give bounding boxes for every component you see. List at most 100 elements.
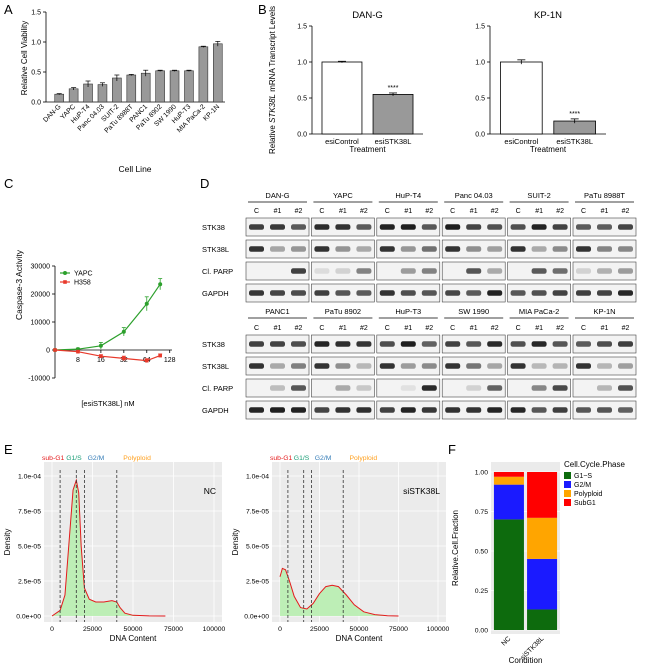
panel-d-band [270,224,285,230]
panel-d-blot-box [572,261,637,281]
panel-d-lane-label: C [254,325,259,332]
panel-b-x-axis-label: Treatment [530,145,567,154]
panel-d-lane-label: #2 [622,208,630,215]
panel-d-band [356,268,372,274]
panel-a-y-tick-label: 1.0 [31,40,41,47]
panel-d-row-label: STK38 [202,340,225,349]
panel-d-band [466,268,482,274]
panel-d-band [356,290,372,296]
panel-d-blot-box [507,378,571,398]
panel-f-stack-segment [527,472,558,518]
panel-d-cell-line-label: DAN-G [265,191,289,200]
panel-d-lane-label: C [450,325,455,332]
panel-e-x-tick-label: 75000 [164,626,183,633]
panel-d-band [335,363,351,369]
panel-e-density-line [51,478,166,617]
panel-a-bar [155,70,165,103]
panel-d-lane-label: #2 [295,325,303,332]
panel-a-y-tick-label: 1.5 [31,10,41,17]
panel-d-cell-line-label: MIA PaCa-2 [519,307,559,316]
panel-b-category-label: esiSTK38L [375,137,412,146]
panel-d-blot-box [376,261,441,281]
panel-d-band [356,407,372,413]
panel-e-phase-label: sub-G1 [270,455,293,462]
panel-d-blot-box [572,239,637,259]
panel-e-x-tick-label: 100000 [203,626,226,633]
panel-c-series-line-h358 [54,349,161,362]
panel-d-cell-line-label: HuP-T4 [395,191,421,200]
panel-d-band [335,224,351,230]
panel-d-lane-label: #1 [274,208,282,215]
panel-d-blot-box [507,356,571,376]
panel-d-row-label: STK38L [202,362,229,371]
panel-d-lane-label: C [581,208,586,215]
panel-letter-b: B [258,2,267,17]
panel-d-band [531,363,547,369]
panel-d-band [531,246,547,252]
panel-d-band [335,341,351,347]
panel-b-x-axis-label: Treatment [349,145,386,154]
panel-d-band [400,407,416,413]
panel-a-bar [97,84,108,103]
panel-c-y-tick-label: -10000 [28,376,50,383]
panel-d-band [291,224,306,230]
panel-d-band [552,363,568,369]
panel-b-bar [500,61,543,135]
panel-c-x-tick-label: 128 [164,357,176,364]
panel-f-stack-segment [527,609,558,630]
panel-d-band [421,363,437,369]
panel-d-lane-label: C [581,325,586,332]
panel-d-band [576,246,591,252]
panel-d-band [618,268,633,274]
panel-c-point-yapc [158,282,163,287]
panel-e-x-tick-label: 25000 [310,626,329,633]
panel-f-legend-swatch [564,499,571,506]
panel-d-band [291,268,306,274]
panel-c-point-h358 [53,348,57,352]
panel-c-point-h358 [158,353,162,358]
panel-c-point-h358 [122,356,126,361]
panel-d-band [400,268,416,274]
panel-d-lane-label: #2 [360,208,368,215]
panel-c-x-tick-label: 8 [76,357,80,364]
panel-e-x-tick-label: 25000 [83,626,102,633]
panel-d-band [335,290,351,296]
panel-d-band [356,246,372,252]
panel-e-y-tick-label: 0.0e+00 [244,614,269,621]
panel-e-x-tick-label: 0 [278,626,282,633]
panel-f-y-tick-label: 0.75 [475,509,488,516]
panel-e-y-tick-label: 1.0e-04 [246,474,269,481]
panel-d-blot-box [376,356,441,376]
panel-c-y-tick-label: 0 [46,348,50,355]
panel-d-row-label: Cl. PARP [202,267,233,276]
panel-b-significance-marker: **** [569,111,580,118]
panel-d-blot-box [441,378,506,398]
panel-d-row-label: Cl. PARP [202,384,233,393]
panel-d-band [270,290,285,296]
panel-e-x-tick-label: 0 [50,626,54,633]
panel-d-lane-label: #1 [470,325,478,332]
panel-d-row-label: STK38L [202,245,229,254]
panel-d-band [510,290,526,296]
panel-letter-e: E [4,442,13,457]
panel-c-point-yapc [121,329,126,334]
panel-f-y-tick-label: 1.00 [475,470,488,477]
panel-d-blot-box [376,239,441,259]
panel-e-y-tick-label: 1.0e-04 [18,474,41,481]
panel-d-band [445,407,461,413]
panel-d-blot-box [311,356,375,376]
panel-d-lane-label: #1 [339,325,347,332]
panel-d-band [597,385,612,391]
panel-d-blot-box [311,239,375,259]
panel-b-bar-charts: Relative STK38L mRNA Transcript Levels D… [268,6,606,154]
panel-d-lane-label: #1 [470,208,478,215]
panel-d-band [618,224,633,230]
panel-c-legend-label: YAPC [74,271,93,278]
panel-d-band [576,363,591,369]
panel-f-stack-segment [493,476,524,485]
panel-d-band [597,341,612,347]
panel-d-band [618,407,633,413]
panel-a-bar [213,43,223,103]
panel-a-bar [140,72,151,103]
